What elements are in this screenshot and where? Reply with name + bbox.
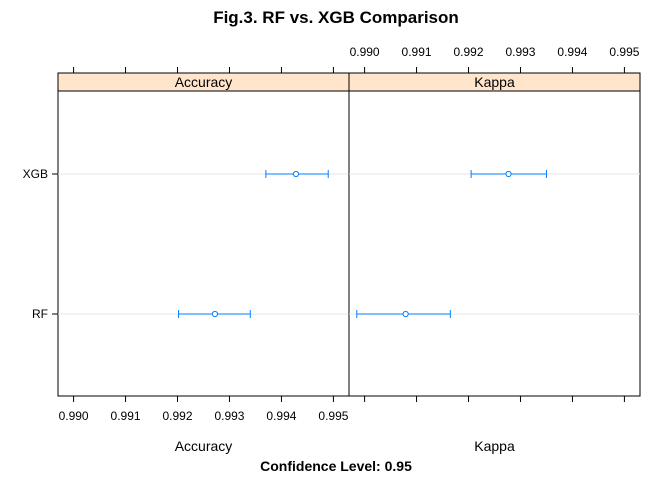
tick-label-kappa-5: 0.995 [609,45,639,59]
tick-label-accuracy-3: 0.993 [214,409,244,423]
tick-label-kappa-1: 0.991 [402,45,432,59]
axis-label-kappa: Kappa [474,438,515,454]
tick-label-accuracy-0: 0.990 [59,409,89,423]
tick-label-kappa-2: 0.992 [454,45,484,59]
category-label-xgb: XGB [23,167,48,181]
strip-label-accuracy: Accuracy [175,74,233,90]
axis-label-accuracy: Accuracy [175,438,233,454]
panel-frame-accuracy [57,90,350,397]
tick-label-kappa-4: 0.994 [557,45,587,59]
panels: Accuracy 0.990 0.991 0.992 0.993 0.994 0.995 Ac… [23,45,641,454]
tick-label-accuracy-1: 0.991 [111,409,141,423]
point-estimate-accuracy-rf [211,310,219,318]
tick-label-accuracy-4: 0.994 [266,409,296,423]
tick-label-kappa-0: 0.990 [350,45,380,59]
point-estimate-kappa-rf [402,310,409,318]
category-label-rf: RF [32,307,48,321]
tick-label-accuracy-2: 0.992 [163,409,193,423]
strip-label-kappa: Kappa [474,74,515,90]
chart-title: Fig.3. RF vs. XGB Comparison [213,8,459,27]
tick-label-kappa-3: 0.993 [505,45,535,59]
point-estimate-kappa-xgb [505,170,512,178]
point-estimate-accuracy-xgb [292,170,300,178]
panel-frame-kappa [348,90,641,397]
tick-label-accuracy-5: 0.995 [318,409,348,423]
footer-confidence-level: Confidence Level: 0.95 [260,458,412,474]
